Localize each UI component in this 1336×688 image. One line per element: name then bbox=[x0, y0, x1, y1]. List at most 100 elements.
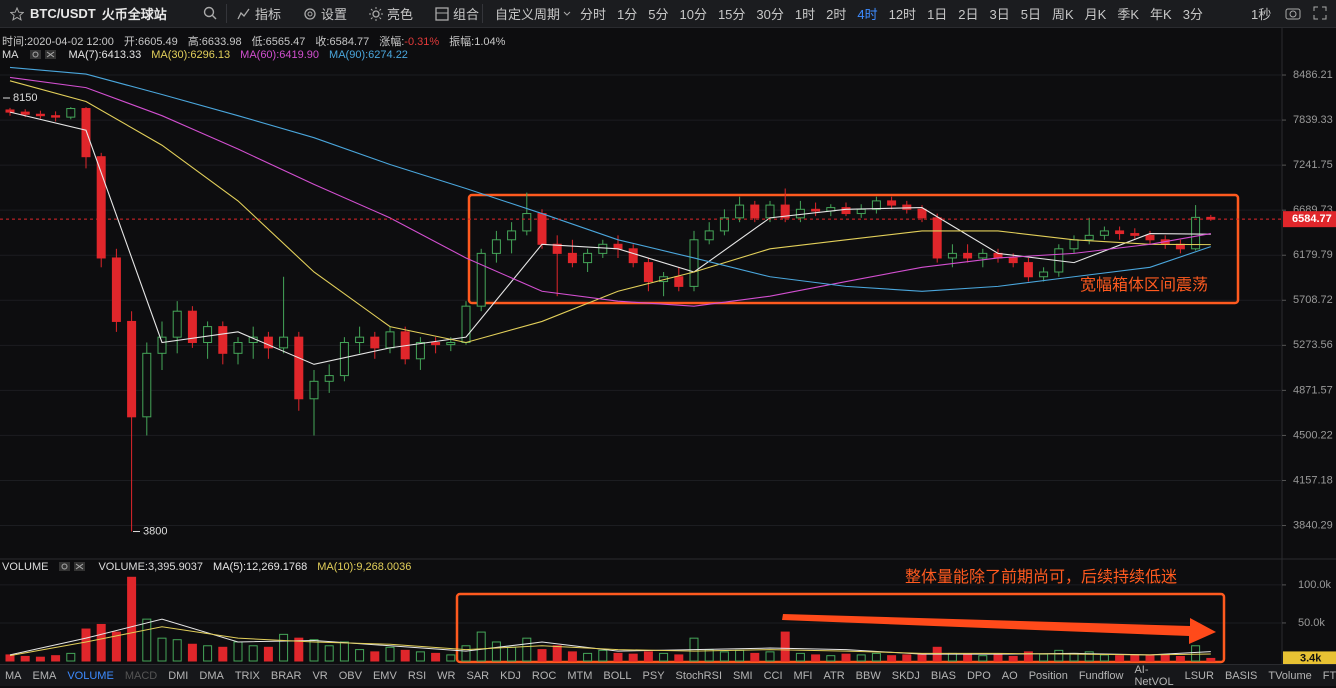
period[interactable]: 15分 bbox=[717, 7, 746, 22]
period[interactable]: 4时 bbox=[857, 7, 878, 22]
period[interactable]: 季K bbox=[1117, 7, 1140, 22]
current-volume-label: 3.4k bbox=[1300, 652, 1322, 664]
refresh[interactable]: 1秒 bbox=[1251, 0, 1271, 27]
period[interactable]: 周K bbox=[1052, 7, 1074, 22]
legend-icons[interactable] bbox=[29, 49, 59, 60]
camera-icon[interactable] bbox=[1285, 6, 1301, 20]
indicator-tab[interactable]: AO bbox=[1001, 669, 1018, 682]
volume-bar bbox=[1023, 651, 1033, 662]
candle-body bbox=[491, 239, 501, 254]
tool-icon[interactable] bbox=[435, 6, 449, 21]
indicator-tab[interactable]: SAR bbox=[466, 669, 490, 682]
indicator-tab[interactable]: DMI bbox=[168, 669, 189, 682]
indicator-tab[interactable]: Position bbox=[1028, 669, 1068, 682]
indicator-tab[interactable]: BRAR bbox=[270, 669, 302, 682]
candle-body bbox=[218, 326, 228, 354]
period[interactable]: 30分 bbox=[756, 7, 784, 22]
symbol[interactable]: BTC/USDT 火币全球站 bbox=[10, 0, 167, 27]
refresh-label[interactable]: 1秒 bbox=[1251, 7, 1272, 22]
search-icon[interactable] bbox=[203, 6, 217, 20]
period[interactable]: 3分 bbox=[1182, 7, 1203, 22]
tool-icon[interactable] bbox=[369, 6, 384, 21]
period[interactable]: 年K bbox=[1150, 7, 1172, 22]
volume-bar bbox=[172, 639, 182, 662]
volume-bar bbox=[111, 631, 121, 662]
y-tick-label: 8486.21 bbox=[1293, 69, 1333, 81]
indicator-tab[interactable]: MTM bbox=[567, 669, 593, 682]
custom-period-label[interactable]: 自定义周期 bbox=[495, 7, 561, 22]
volume-bar bbox=[157, 637, 167, 662]
tool-button-label[interactable]: 组合 bbox=[453, 7, 480, 22]
tool-button[interactable]: 组合 bbox=[435, 4, 479, 23]
period[interactable]: 1日 bbox=[927, 7, 948, 22]
indicator-tab[interactable]: KDJ bbox=[500, 669, 521, 682]
candle-body bbox=[1115, 230, 1125, 235]
indicator-tab[interactable]: VR bbox=[312, 669, 328, 682]
indicator-tab[interactable]: TRIX bbox=[234, 669, 260, 682]
star-icon[interactable] bbox=[10, 6, 24, 21]
dropdown-icon[interactable] bbox=[563, 11, 571, 17]
period[interactable]: 5分 bbox=[648, 7, 669, 22]
legend-icons[interactable] bbox=[58, 561, 88, 572]
indicator-tab[interactable]: MFI bbox=[793, 669, 813, 682]
indicator-tab[interactable]: WR bbox=[437, 669, 456, 682]
tool-button-label[interactable]: 设置 bbox=[321, 7, 348, 22]
indicator-tab[interactable]: RSI bbox=[407, 669, 427, 682]
volume-bar bbox=[978, 655, 988, 662]
period[interactable]: 月K bbox=[1084, 7, 1107, 22]
candle-body bbox=[355, 336, 365, 343]
candle-body bbox=[689, 239, 699, 287]
indicator-tab[interactable]: EMV bbox=[372, 669, 397, 682]
tool-icon[interactable] bbox=[303, 7, 317, 21]
candle-body bbox=[735, 204, 745, 219]
indicator-tab[interactable]: CCI bbox=[763, 669, 783, 682]
indicator-tab[interactable]: StochRSI bbox=[675, 669, 723, 682]
period[interactable]: 12时 bbox=[888, 7, 917, 22]
indicator-tab[interactable]: EMA bbox=[32, 669, 57, 682]
period[interactable]: 3日 bbox=[989, 7, 1010, 22]
indicator-tab[interactable]: SKDJ bbox=[891, 669, 920, 682]
indicator-tab[interactable]: SMI bbox=[733, 669, 753, 682]
tool-button[interactable]: 亮色 bbox=[369, 4, 413, 23]
indicator-tab[interactable]: TVolume bbox=[1268, 669, 1312, 682]
indicator-tab[interactable]: BIAS bbox=[930, 669, 956, 682]
indicator-tab[interactable]: OBV bbox=[338, 669, 362, 682]
period[interactable]: 10分 bbox=[679, 7, 707, 22]
candle-body bbox=[841, 207, 851, 215]
period[interactable]: 1分 bbox=[617, 7, 638, 22]
indicator-tab[interactable]: MACD bbox=[124, 669, 158, 682]
indicator-tab[interactable]: MA bbox=[5, 669, 22, 682]
tool-button-label[interactable]: 亮色 bbox=[387, 7, 414, 22]
exchange[interactable]: 火币全球站 bbox=[101, 7, 167, 22]
indicator-tab[interactable]: PSY bbox=[642, 669, 665, 682]
indicator-tab[interactable]: BASIS bbox=[1224, 669, 1258, 682]
indicator-tab[interactable]: ATR bbox=[823, 669, 845, 682]
period[interactable]: 分时 bbox=[580, 7, 607, 22]
candle-body bbox=[1008, 257, 1018, 264]
indicator-tab[interactable]: DMA bbox=[199, 669, 224, 682]
fullscreen-icon[interactable] bbox=[1313, 6, 1327, 20]
period[interactable]: 2时 bbox=[826, 7, 847, 22]
tool-button-label[interactable]: 指标 bbox=[255, 7, 282, 22]
candle-body bbox=[1069, 239, 1079, 250]
indicator-tab[interactable]: DPO bbox=[966, 669, 991, 682]
legend-title: VOLUME bbox=[2, 561, 49, 573]
period[interactable]: 5日 bbox=[1020, 7, 1041, 22]
indicator-tab[interactable]: FTBS bbox=[1322, 669, 1336, 682]
custom-period[interactable]: 自定义周期 bbox=[495, 0, 571, 27]
indicator-tab[interactable]: VOLUME bbox=[67, 669, 114, 682]
period[interactable]: 1时 bbox=[794, 7, 816, 22]
period[interactable]: 2日 bbox=[958, 7, 979, 22]
symbol-name[interactable]: BTC/USDT bbox=[30, 6, 96, 21]
tool-button[interactable]: 设置 bbox=[303, 4, 347, 23]
volume-bar bbox=[218, 646, 228, 662]
indicator-tab[interactable]: ROC bbox=[531, 669, 557, 682]
indicator-tab[interactable]: BBW bbox=[855, 669, 881, 682]
candle-body bbox=[5, 109, 15, 113]
indicator-tab[interactable]: LSUR bbox=[1184, 669, 1214, 682]
indicator-tab[interactable]: BOLL bbox=[603, 669, 632, 682]
tool-icon[interactable] bbox=[237, 7, 251, 21]
indicator-tab[interactable]: AI-NetVOL bbox=[1134, 663, 1174, 688]
tool-button[interactable]: 指标 bbox=[237, 4, 281, 23]
indicator-tab[interactable]: Fundflow bbox=[1078, 669, 1124, 682]
